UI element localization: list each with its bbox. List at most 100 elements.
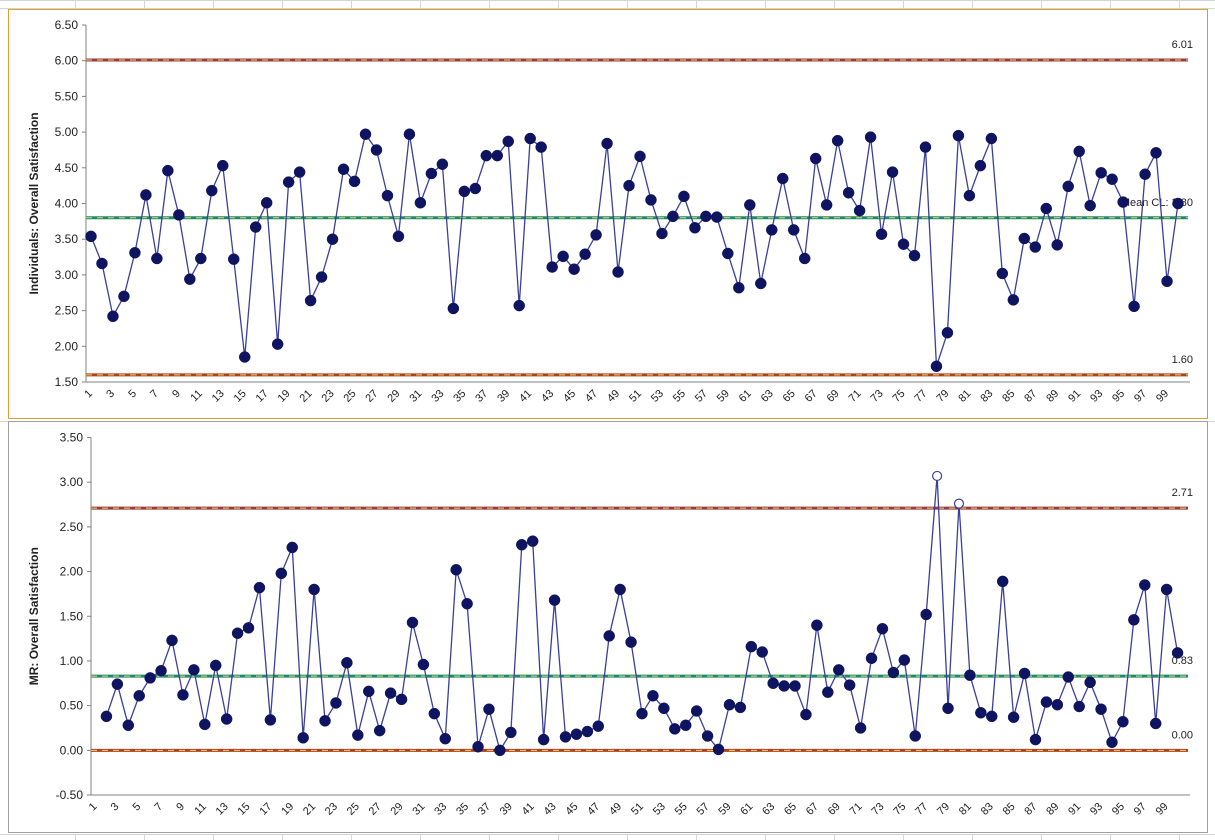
data-point-marker[interactable] bbox=[952, 129, 965, 142]
data-point-marker[interactable] bbox=[1062, 180, 1074, 193]
data-point-marker[interactable] bbox=[293, 166, 306, 178]
data-point-marker[interactable] bbox=[647, 690, 659, 702]
data-point-marker[interactable] bbox=[1160, 583, 1173, 596]
data-point-marker[interactable] bbox=[100, 710, 113, 723]
data-point-marker[interactable] bbox=[1139, 168, 1151, 180]
data-point-marker[interactable] bbox=[1171, 647, 1184, 659]
data-point-marker[interactable] bbox=[417, 658, 430, 671]
data-point-marker[interactable] bbox=[612, 266, 624, 278]
data-point-marker[interactable] bbox=[352, 729, 364, 741]
data-point-marker[interactable] bbox=[173, 209, 185, 221]
data-point-marker[interactable] bbox=[690, 705, 703, 717]
data-point-marker[interactable] bbox=[384, 687, 397, 699]
data-point-marker[interactable] bbox=[755, 277, 767, 290]
data-point-marker[interactable] bbox=[909, 730, 921, 742]
data-point-marker[interactable] bbox=[636, 707, 648, 720]
data-point-marker[interactable] bbox=[297, 732, 309, 744]
data-point-marker[interactable] bbox=[144, 672, 156, 684]
data-point-marker[interactable] bbox=[985, 132, 998, 145]
data-point-marker[interactable] bbox=[667, 210, 679, 223]
data-point-marker[interactable] bbox=[1051, 239, 1063, 251]
data-point-marker[interactable] bbox=[776, 172, 789, 185]
data-point-marker[interactable] bbox=[875, 228, 888, 240]
data-point-marker[interactable] bbox=[711, 211, 723, 223]
data-point-marker[interactable] bbox=[854, 722, 867, 734]
data-point-marker[interactable] bbox=[392, 230, 405, 243]
data-point-marker[interactable] bbox=[1040, 696, 1053, 708]
data-point-marker[interactable] bbox=[502, 135, 514, 148]
data-point-marker[interactable] bbox=[1018, 667, 1031, 680]
data-point-marker[interactable] bbox=[920, 608, 932, 621]
data-point-marker[interactable] bbox=[381, 189, 394, 202]
data-point-marker[interactable] bbox=[996, 267, 1009, 280]
data-point-marker[interactable] bbox=[319, 715, 331, 727]
data-point-marker[interactable] bbox=[778, 680, 790, 692]
out-of-control-point-marker[interactable] bbox=[932, 470, 943, 482]
data-point-marker[interactable] bbox=[614, 583, 626, 596]
data-point-marker[interactable] bbox=[315, 271, 328, 283]
data-point-marker[interactable] bbox=[209, 659, 222, 672]
data-point-marker[interactable] bbox=[133, 690, 145, 702]
data-point-marker[interactable] bbox=[260, 197, 273, 209]
data-point-marker[interactable] bbox=[1018, 232, 1031, 245]
data-point-marker[interactable] bbox=[581, 725, 594, 738]
data-point-marker[interactable] bbox=[734, 701, 747, 714]
data-point-marker[interactable] bbox=[831, 134, 844, 147]
data-point-marker[interactable] bbox=[975, 707, 987, 719]
data-point-marker[interactable] bbox=[842, 187, 855, 199]
data-point-marker[interactable] bbox=[546, 261, 558, 273]
data-point-marker[interactable] bbox=[96, 257, 108, 270]
data-point-marker[interactable] bbox=[1007, 711, 1020, 723]
data-point-marker[interactable] bbox=[403, 128, 416, 140]
data-point-marker[interactable] bbox=[996, 575, 1009, 588]
chart-frame[interactable] bbox=[8, 9, 1208, 419]
data-point-marker[interactable] bbox=[700, 210, 712, 223]
data-point-marker[interactable] bbox=[535, 141, 547, 153]
data-point-marker[interactable] bbox=[206, 184, 218, 197]
data-point-marker[interactable] bbox=[195, 252, 207, 265]
data-point-marker[interactable] bbox=[341, 656, 353, 669]
data-point-marker[interactable] bbox=[678, 190, 690, 203]
data-point-marker[interactable] bbox=[601, 137, 613, 150]
data-point-marker[interactable] bbox=[129, 247, 141, 259]
data-point-marker[interactable] bbox=[756, 646, 768, 658]
data-point-marker[interactable] bbox=[304, 294, 317, 307]
data-point-marker[interactable] bbox=[798, 252, 811, 265]
data-point-marker[interactable] bbox=[1172, 197, 1184, 210]
data-point-marker[interactable] bbox=[395, 693, 408, 706]
data-point-marker[interactable] bbox=[359, 128, 372, 140]
data-point-marker[interactable] bbox=[253, 581, 266, 594]
data-point-marker[interactable] bbox=[689, 222, 701, 234]
data-point-marker[interactable] bbox=[590, 229, 602, 241]
data-point-marker[interactable] bbox=[898, 654, 911, 666]
data-point-marker[interactable] bbox=[592, 720, 605, 732]
data-point-marker[interactable] bbox=[199, 718, 211, 731]
data-point-marker[interactable] bbox=[744, 199, 756, 211]
data-point-marker[interactable] bbox=[140, 189, 152, 201]
data-point-marker[interactable] bbox=[701, 730, 714, 742]
data-point-marker[interactable] bbox=[942, 702, 954, 715]
data-point-marker[interactable] bbox=[85, 230, 97, 243]
data-point-marker[interactable] bbox=[458, 185, 471, 198]
data-point-marker[interactable] bbox=[634, 150, 646, 163]
data-point-marker[interactable] bbox=[111, 678, 124, 690]
data-point-marker[interactable] bbox=[767, 677, 779, 690]
data-point-marker[interactable] bbox=[428, 707, 441, 720]
data-point-marker[interactable] bbox=[414, 197, 427, 209]
data-point-marker[interactable] bbox=[1040, 202, 1053, 215]
data-point-marker[interactable] bbox=[326, 233, 339, 245]
data-point-marker[interactable] bbox=[679, 719, 692, 732]
data-point-marker[interactable] bbox=[1106, 173, 1118, 185]
data-point-marker[interactable] bbox=[603, 630, 615, 642]
data-point-marker[interactable] bbox=[188, 664, 200, 676]
data-point-marker[interactable] bbox=[1095, 703, 1107, 715]
data-point-marker[interactable] bbox=[886, 166, 899, 178]
data-point-marker[interactable] bbox=[1128, 614, 1140, 626]
moving-range-chart[interactable]: -0.50 0.00 0.50 1.00 1.50 2.00 2.50 3.00 3.50 1 3 5… bbox=[8, 421, 1208, 833]
data-point-marker[interactable] bbox=[461, 597, 473, 610]
data-point-marker[interactable] bbox=[231, 627, 244, 639]
data-point-marker[interactable] bbox=[548, 594, 561, 606]
data-point-marker[interactable] bbox=[1084, 676, 1096, 689]
data-point-marker[interactable] bbox=[865, 652, 878, 665]
data-point-marker[interactable] bbox=[1095, 167, 1107, 179]
